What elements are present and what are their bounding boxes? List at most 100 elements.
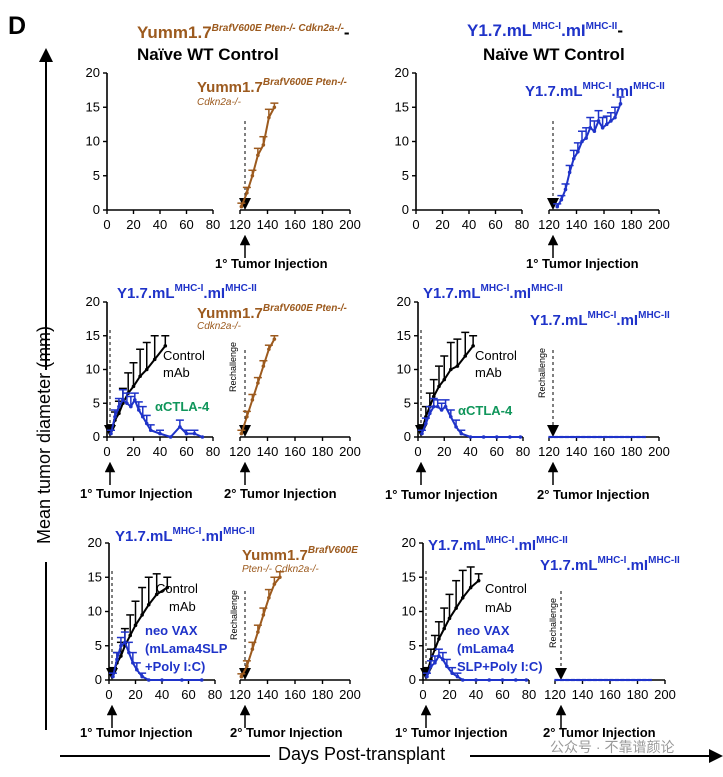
rechallenge-label-r2l: Rechallenge	[228, 341, 238, 392]
data-point	[239, 674, 244, 679]
x-tick-label: 40	[155, 687, 169, 702]
x-tick-label: 120	[229, 687, 251, 702]
data-point	[600, 126, 605, 130]
data-point	[239, 431, 244, 436]
inj-primary-r2l: 1° Tumor Injection	[80, 486, 193, 501]
injection-marker-secondary	[547, 425, 559, 437]
data-point	[468, 435, 473, 439]
control-label-r2l: Control	[163, 348, 205, 363]
data-point	[140, 613, 144, 617]
data-point	[128, 633, 132, 638]
y17-title-sup2: MHC-II	[531, 283, 563, 294]
data-point	[140, 674, 144, 679]
x-axis-label: Days Post-transplant	[278, 744, 446, 764]
data-point	[487, 678, 492, 682]
data-point	[267, 115, 271, 120]
data-point	[424, 421, 428, 426]
data-point	[476, 578, 481, 583]
x-tick-label: 80	[206, 217, 220, 232]
data-point	[567, 170, 572, 175]
x-tick-label: 180	[312, 444, 334, 459]
x-tick-label: 80	[208, 687, 222, 702]
y17-title-sup1: MHC-I	[172, 526, 202, 537]
column-header-right-line2: Naïve WT Control	[483, 45, 625, 64]
data-point	[442, 377, 447, 382]
data-point	[460, 596, 465, 600]
data-point	[165, 585, 170, 590]
y-tick-label: 10	[395, 134, 409, 149]
data-point	[433, 661, 437, 665]
x-tick-label: 20	[128, 687, 142, 702]
y-tick-label: 20	[86, 294, 100, 309]
y17-title-sup2: MHC-II	[225, 283, 257, 294]
data-point	[117, 411, 121, 416]
y-tick-label: 10	[86, 134, 100, 149]
control-label-r3r: Control	[485, 581, 527, 596]
data-point	[524, 678, 529, 682]
data-point	[146, 678, 151, 682]
figure-frame	[39, 48, 723, 763]
panel-label: D	[8, 12, 27, 40]
inj-secondary-r2l: 2° Tumor Injection	[224, 486, 337, 501]
y-tick-label: 15	[88, 569, 102, 584]
y17-title-mid: .mI	[514, 537, 537, 554]
data-point	[584, 136, 588, 140]
rechallenge-label-r3l: Rechallenge	[229, 589, 239, 640]
y17-title-mid: .mI	[616, 312, 639, 329]
vax-label-r3r-1: neo VAX	[457, 623, 510, 638]
series-line	[110, 345, 167, 431]
y-tick-label: 0	[404, 429, 411, 444]
x-tick-label: 0	[414, 444, 421, 459]
data-point	[152, 357, 157, 362]
data-point	[429, 664, 433, 669]
data-point	[437, 637, 441, 641]
data-point	[178, 425, 182, 429]
data-point	[256, 153, 260, 157]
inj-primary-r3l: 1° Tumor Injection	[80, 725, 193, 740]
data-point	[500, 678, 505, 682]
data-point	[245, 414, 249, 419]
y17-title-mid: .mI	[509, 285, 532, 302]
x-tick-label: 80	[522, 687, 536, 702]
x-tick-label: 180	[627, 687, 649, 702]
y-tick-label: 10	[88, 604, 102, 619]
x-tick-label: 60	[181, 687, 195, 702]
x-tick-label: 0	[412, 217, 419, 232]
x-tick-label: 60	[490, 444, 504, 459]
series-line	[556, 103, 622, 208]
data-point	[596, 119, 601, 123]
x-tick-label: 140	[572, 687, 594, 702]
data-point	[454, 606, 458, 610]
x-tick-label: 200	[648, 217, 670, 232]
data-point	[113, 414, 117, 419]
header-right-mid: .mI	[561, 21, 586, 40]
data-point	[518, 435, 523, 439]
y-tick-label: 10	[86, 362, 100, 377]
x-tick-label: 140	[566, 217, 588, 232]
data-point	[460, 678, 465, 682]
x-tick-label: 160	[284, 687, 306, 702]
x-tick-label: 140	[566, 444, 588, 459]
data-point	[192, 431, 197, 436]
data-point	[449, 367, 453, 372]
x-tick-label: 80	[515, 217, 529, 232]
x-tick-label: 80	[516, 444, 530, 459]
y-tick-label: 20	[395, 65, 409, 80]
header-left-name: Yumm1.7	[137, 23, 212, 42]
y17-title-name: Y1.7.mL	[428, 537, 486, 554]
y17-title-name: Y1.7.mL	[540, 557, 598, 574]
data-point	[618, 102, 623, 106]
rechallenge-label-r2r: Rechallenge	[537, 347, 547, 398]
x-tick-label: 40	[462, 217, 476, 232]
data-point	[494, 435, 499, 439]
mab-label-r2l: mAb	[163, 365, 190, 380]
y-tick-label: 15	[86, 99, 100, 114]
data-point	[439, 408, 444, 412]
actla4-label-r2l: αCTLA-4	[155, 399, 210, 414]
y17-title-name: Y1.7.mL	[117, 285, 175, 302]
data-point	[272, 582, 277, 586]
data-point	[261, 613, 266, 617]
y17-title-sup2: MHC-II	[648, 555, 680, 566]
x-tick-label: 120	[538, 444, 560, 459]
data-point	[563, 187, 568, 192]
